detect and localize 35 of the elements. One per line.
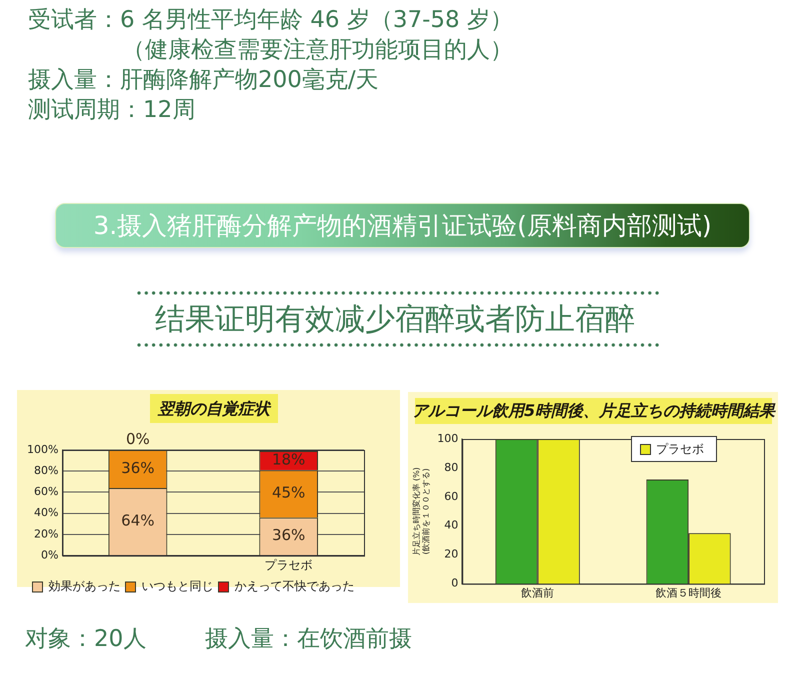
y-tick-label: 60 <box>444 490 458 503</box>
y-tick-label: 20% <box>34 527 58 540</box>
data-label: 45% <box>272 484 306 502</box>
y-tick-label: 100% <box>26 442 58 456</box>
y-axis-title: 片足立ち時間変化率 (%) (飲酒前を１００とする) <box>412 467 430 556</box>
y-tick-label: 80 <box>444 460 458 474</box>
data-label: 36% <box>121 458 155 477</box>
y-tick-label: 100 <box>437 432 458 445</box>
text: 结果证明有效减少宿醉或者防止宿醉 <box>155 302 635 338</box>
data-label: 18% <box>272 450 306 468</box>
y-tick-label: 40% <box>34 506 58 520</box>
text: 测试周期：12周 <box>28 97 196 123</box>
x-tick-label: 飲酒前 <box>521 586 554 600</box>
data-label: 36% <box>272 526 306 544</box>
legend-label: かえって不快であった <box>234 579 354 594</box>
data-label: 0% <box>126 430 150 448</box>
text: （健康检查需要注意肝功能项目的人） <box>122 37 513 63</box>
text: 摄入量：在饮酒前摄 <box>205 626 412 652</box>
text: 受试者：6 名男性平均年龄 46 岁（37-58 岁） <box>28 7 513 33</box>
legend-label: いつもと同じ <box>142 579 214 594</box>
data-label: 64% <box>121 511 155 530</box>
y-tick-label: 0% <box>40 548 58 562</box>
x-tick-label: 飲酒５時間後 <box>656 586 722 600</box>
y-tick-label: 80% <box>34 464 58 477</box>
chart-title: アルコール飲用5時間後、片足立ちの持続時間結果 <box>412 401 776 421</box>
text: 摄入量：肝酶降解产物200毫克/天 <box>28 67 379 93</box>
y-tick-label: 20 <box>444 548 458 561</box>
legend-label: プラセボ <box>656 441 704 457</box>
y-tick-label: 60% <box>34 485 58 498</box>
y-tick-label: 0 <box>451 576 458 590</box>
legend-label: 効果があった <box>48 579 120 594</box>
text: 3.摄入猪肝酶分解产物的酒精引证试验(原料商内部测试) <box>93 210 712 240</box>
y-tick-label: 40 <box>444 518 458 532</box>
chart-title: 翌朝の自覚症状 <box>158 398 270 418</box>
text: 对象：20人 <box>25 626 146 652</box>
